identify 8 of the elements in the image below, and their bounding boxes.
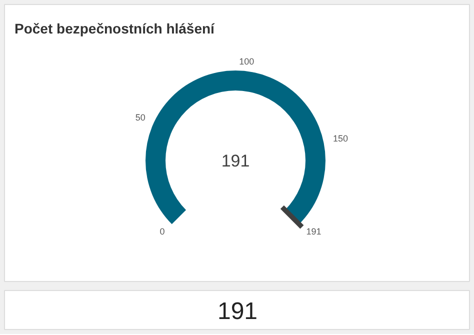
text: 191 bbox=[217, 298, 258, 325]
text: Počet bezpečnostních hlášení bbox=[14, 20, 216, 36]
data-label: 191 bbox=[221, 152, 250, 170]
text: 50 bbox=[135, 112, 146, 123]
text: 100 bbox=[239, 56, 254, 67]
text: 150 bbox=[332, 134, 348, 144]
text: 0 bbox=[160, 226, 165, 237]
text: 191 bbox=[306, 226, 322, 237]
